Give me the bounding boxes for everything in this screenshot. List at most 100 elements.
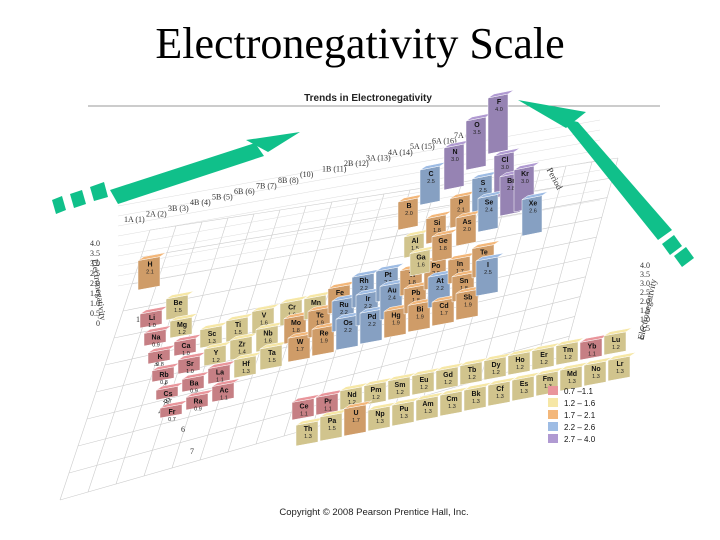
element-value: 1.6 <box>417 263 425 269</box>
element-block: Mg1.2 <box>169 312 199 339</box>
wall-grid-line <box>117 139 601 227</box>
element-block: Pm1.2 <box>363 377 393 406</box>
element-symbol: Er <box>540 352 548 359</box>
element-value: 2.1 <box>457 208 465 214</box>
element-value: 1.2 <box>468 375 476 381</box>
element-symbol: Ba <box>190 380 199 387</box>
element-block: F4.0 <box>487 89 515 155</box>
element-symbol: Be <box>174 300 183 307</box>
slide-title: Electronegativity Scale <box>155 19 565 68</box>
element-value: 1.5 <box>234 330 242 336</box>
element-symbol: W <box>297 339 304 346</box>
element-symbol: V <box>262 313 267 320</box>
element-block: Dy1.2 <box>483 352 513 381</box>
arrow-right-dash-1 <box>662 235 682 255</box>
block-top <box>483 352 513 362</box>
element-block: Ra0.9 <box>185 389 215 412</box>
element-symbol: As <box>463 219 472 226</box>
legend-swatch <box>548 410 558 419</box>
group-label: 5A (15) <box>410 142 435 151</box>
element-block: Ho1.2 <box>507 347 537 376</box>
right-axis-tick: 1.0 <box>640 315 650 324</box>
element-symbol: Mn <box>311 300 321 307</box>
block-top <box>487 376 517 386</box>
left-axis-tick: 2.5 <box>90 269 100 278</box>
element-symbol: Ir <box>366 296 371 303</box>
element-value: 1.3 <box>376 419 384 425</box>
element-block: Ca1.0 <box>173 333 203 357</box>
element-symbol: Tb <box>468 367 477 374</box>
element-block: Na0.9 <box>143 325 173 348</box>
left-axis-tick: 3.0 <box>90 259 100 268</box>
element-block: B2.0 <box>397 193 425 231</box>
element-symbol: Pm <box>371 387 382 394</box>
element-block: Xe2.6 <box>521 191 549 237</box>
left-axis-tick: 4.0 <box>90 239 100 248</box>
element-value: 1.9 <box>464 302 472 308</box>
right-axis-tick: 2.0 <box>640 297 650 306</box>
element-value: 3.0 <box>451 157 459 163</box>
element-symbol: Pd <box>368 314 377 321</box>
element-symbol: Lr <box>617 361 624 368</box>
wall-grid-line <box>117 199 601 287</box>
block-top <box>531 342 561 352</box>
floor-grid-line <box>77 316 575 447</box>
element-value: 0.8 <box>156 362 164 368</box>
legend-label: 0.7 –1.1 <box>564 387 593 396</box>
element-value: 1.2 <box>516 365 524 371</box>
legend-label: 1.2 – 1.6 <box>564 399 596 408</box>
block-top <box>607 351 637 361</box>
element-symbol: Fr <box>169 409 176 416</box>
element-symbol: S <box>481 180 486 187</box>
element-block: Bk1.3 <box>463 381 493 412</box>
block-top <box>137 252 167 261</box>
element-value: 2.2 <box>368 322 376 328</box>
block-top <box>487 89 515 99</box>
element-symbol: Br <box>507 178 515 185</box>
block-top <box>363 377 393 387</box>
element-value: 0.7 <box>168 417 176 423</box>
element-block: Gd1.2 <box>435 362 465 391</box>
element-symbol: In <box>457 261 463 268</box>
element-value: 1.2 <box>492 370 500 376</box>
block-top <box>493 147 521 157</box>
element-block: Se2.4 <box>477 190 505 233</box>
group-label: 5B (5) <box>212 193 233 202</box>
element-symbol: Ru <box>339 302 348 309</box>
element-symbol: Li <box>149 315 155 322</box>
arrow-left-dash-3 <box>90 182 108 201</box>
legend-swatch <box>548 398 558 407</box>
element-value: 1.9 <box>392 320 400 326</box>
element-value: 1.4 <box>238 349 246 355</box>
element-value: 2.8 <box>507 186 515 192</box>
element-value: 2.5 <box>479 188 487 194</box>
element-block: Ce1.1 <box>291 394 321 421</box>
element-symbol: Es <box>520 381 529 388</box>
block-top <box>391 396 421 406</box>
element-symbol: Po <box>432 263 441 270</box>
element-block: Pr1.1 <box>315 389 345 416</box>
element-symbol: Ra <box>194 398 203 405</box>
element-symbol: Ge <box>438 238 447 245</box>
element-value: 1.2 <box>444 380 452 386</box>
right-axis-tick: 3.5 <box>640 270 650 279</box>
element-block: Np1.3 <box>367 401 397 432</box>
element-value: 1.0 <box>148 323 156 329</box>
element-symbol: Se <box>485 199 494 206</box>
element-block: Es1.3 <box>511 371 541 402</box>
element-block: Sc1.3 <box>199 321 229 349</box>
element-value: 1.1 <box>216 378 224 384</box>
copyright: Copyright © 2008 Pearson Prentice Hall, … <box>279 507 468 518</box>
element-symbol: Sm <box>395 382 406 389</box>
element-value: 1.9 <box>320 338 328 344</box>
element-value: 2.0 <box>405 211 413 217</box>
element-value: 1.7 <box>296 347 304 353</box>
element-block: Cm1.3 <box>439 386 469 417</box>
element-block: Rb0.8 <box>151 362 181 386</box>
element-symbol: Yb <box>588 343 597 350</box>
element-value: 2.4 <box>485 207 493 213</box>
element-value: 1.8 <box>292 328 300 334</box>
element-value: 1.3 <box>520 389 528 395</box>
element-value: 3.0 <box>521 179 529 185</box>
floor-grid-line <box>86 296 581 420</box>
